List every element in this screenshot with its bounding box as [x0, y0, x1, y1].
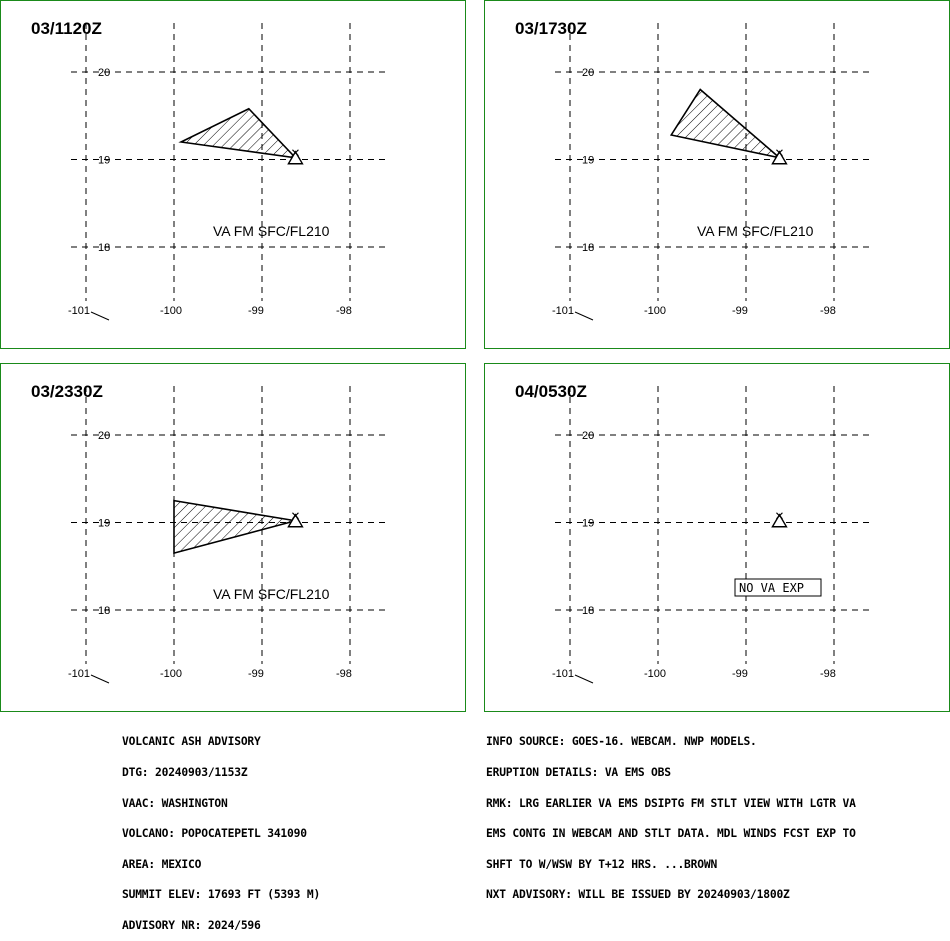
- advisory-line: EMS CONTG IN WEBCAM AND STLT DATA. MDL W…: [486, 827, 856, 841]
- latitude-label: 20: [582, 430, 594, 442]
- advisory-line: NXT ADVISORY: WILL BE ISSUED BY 20240903…: [486, 888, 790, 902]
- coastline-fragment: [574, 674, 594, 684]
- advisory-header-block: VOLCANIC ASH ADVISORY DTG: 20240903/1153…: [122, 717, 320, 941]
- map-canvas: -101 -100 -99 -98 20 19 18 VA FM SFC/FL210: [68, 386, 389, 684]
- va-altitude-label: VA FM SFC/FL210: [213, 586, 330, 602]
- valid-time-label: 03/1120Z: [31, 19, 102, 38]
- volcano-icon: [287, 149, 304, 165]
- no-va-box: [734, 578, 822, 597]
- longitude-label: -98: [336, 305, 352, 317]
- latitude-label: 19: [582, 518, 594, 530]
- volcano-icon: [771, 149, 788, 165]
- advisory-line: INFO SOURCE: GOES-16. WEBCAM. NWP MODELS…: [486, 735, 757, 749]
- advisory-line: VOLCANO: POPOCATEPETL 341090: [122, 827, 307, 841]
- valid-time-label: 03/2330Z: [31, 382, 103, 401]
- longitude-label: -100: [160, 305, 182, 317]
- longitude-label: -100: [644, 668, 666, 680]
- latitude-label: 20: [98, 67, 110, 79]
- coastline-fragment: [90, 311, 110, 321]
- longitude-label: -98: [820, 305, 836, 317]
- va-altitude-label: VA FM SFC/FL210: [213, 223, 330, 239]
- valid-time-label: 04/0530Z: [515, 382, 587, 401]
- longitude-label: -99: [732, 668, 748, 680]
- ash-cloud-polygon: [173, 499, 296, 555]
- longitude-label: -101: [68, 668, 90, 680]
- longitude-label: -98: [336, 668, 352, 680]
- va-altitude-label: VA FM SFC/FL210: [697, 223, 814, 239]
- latitude-label: 20: [98, 430, 110, 442]
- map-panel-2: -101 -100 -99 -98 20 19 18 VA FM SFC/FL210 03/1…: [484, 0, 950, 349]
- advisory-line: SHFT TO W/WSW BY T+12 HRS. ...BROWN: [486, 857, 718, 871]
- map-canvas: -101 -100 -99 -98 20 19 18 VA FM SFC/FL210: [552, 23, 873, 321]
- longitude-label: -98: [820, 668, 836, 680]
- ash-cloud-polygon: [669, 88, 780, 159]
- advisory-line: ERUPTION DETAILS: VA EMS OBS: [486, 766, 671, 779]
- longitude-label: -101: [68, 305, 90, 317]
- coastline-fragment: [574, 311, 594, 321]
- advisory-line: DTG: 20240903/1153Z: [122, 766, 248, 779]
- longitude-label: -99: [732, 305, 748, 317]
- advisory-line: RMK: LRG EARLIER VA EMS DSIPTG FM STLT V…: [486, 796, 856, 810]
- volcano-icon: [771, 512, 788, 528]
- latitude-label: 20: [582, 67, 594, 79]
- longitude-label: -101: [552, 305, 574, 317]
- advisory-line: ADVISORY NR: 2024/596: [122, 918, 261, 932]
- longitude-label: -100: [644, 305, 666, 317]
- advisory-line: VOLCANIC ASH ADVISORY: [122, 735, 261, 749]
- ash-cloud-polygon: [178, 107, 298, 159]
- latitude-label: 18: [582, 605, 594, 617]
- coastline-fragment: [90, 674, 110, 684]
- longitude-label: -99: [248, 305, 264, 317]
- advisory-line: VAAC: WASHINGTON: [122, 796, 228, 810]
- latitude-label: 18: [582, 242, 594, 254]
- latitude-label: 19: [98, 155, 110, 167]
- map-panel-4: -101 -100 -99 -98 20 19 18 NO VA EXP 04/0530Z: [484, 363, 950, 712]
- advisory-remarks-block: INFO SOURCE: GOES-16. WEBCAM. NWP MODELS…: [486, 717, 856, 911]
- latitude-label: 18: [98, 605, 110, 617]
- no-va-label: NO VA EXP: [739, 581, 804, 595]
- map-canvas: -101 -100 -99 -98 20 19 18 NO VA EXP: [552, 386, 873, 684]
- longitude-label: -100: [160, 668, 182, 680]
- map-panel-1: -101 -100 -99 -98 20 19 18 VA FM SFC/FL210 03/1…: [0, 0, 466, 349]
- map-panel-3: -101 -100 -99 -98 20 19 18 VA FM SFC/FL210 03/2…: [0, 363, 466, 712]
- longitude-label: -99: [248, 668, 264, 680]
- longitude-label: -101: [552, 668, 574, 680]
- latitude-label: 19: [582, 155, 594, 167]
- valid-time-label: 03/1730Z: [515, 19, 587, 38]
- latitude-label: 18: [98, 242, 110, 254]
- volcano-icon: [287, 512, 304, 528]
- latitude-label: 19: [98, 518, 110, 530]
- advisory-line: SUMMIT ELEV: 17693 FT (5393 M): [122, 888, 321, 902]
- advisory-line: AREA: MEXICO: [122, 857, 202, 871]
- map-canvas: -101 -100 -99 -98 20 19 18 VA FM SFC/FL210: [68, 23, 389, 321]
